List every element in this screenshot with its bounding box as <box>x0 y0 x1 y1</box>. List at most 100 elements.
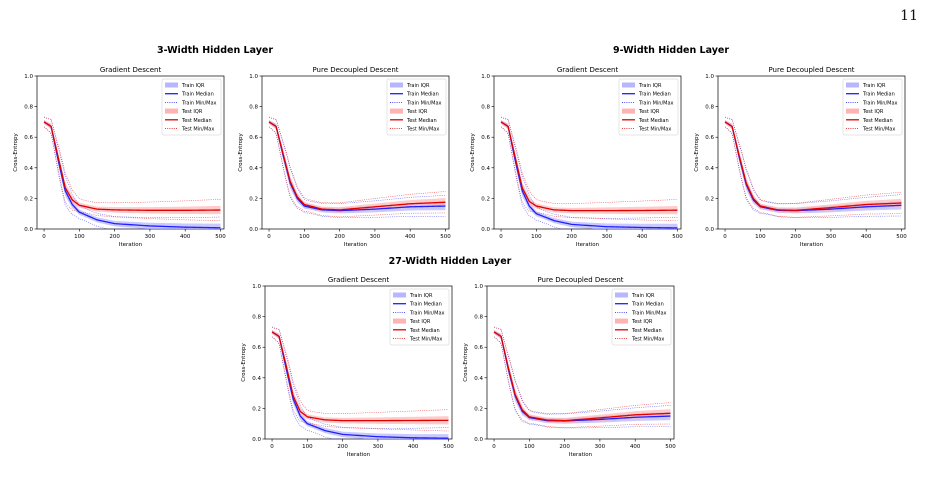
y-axis-label: Cross-Entropy <box>13 133 19 172</box>
legend-label: Train Median <box>638 92 671 98</box>
x-tick-label: 400 <box>637 234 648 240</box>
y-tick-label: 0.4 <box>24 166 33 172</box>
x-tick-label: 500 <box>215 234 226 240</box>
train-min-line <box>493 336 671 429</box>
x-tick-label: 200 <box>559 444 570 450</box>
y-axis-label: Cross-Entropy <box>470 133 476 172</box>
train-median-line <box>724 121 902 212</box>
x-tick-label: 200 <box>337 444 348 450</box>
legend-label: Test IQR <box>638 109 660 115</box>
x-tick-label: 200 <box>790 234 801 240</box>
y-tick-label: 0.0 <box>705 227 714 233</box>
chart-27w-pure-decoupled-descent: Pure Decoupled Descent 0 100 200 300 400 500 0.… <box>463 276 676 458</box>
legend-label: Test Median <box>409 328 440 334</box>
legend-label: Test IQR <box>181 109 203 115</box>
group-title-27-width: 27-Width Hidden Layer <box>388 256 512 267</box>
x-axis-label: Iteration <box>800 242 824 248</box>
legend-swatch <box>615 318 628 324</box>
test-min-line <box>493 336 671 428</box>
y-tick-label: 0.6 <box>474 345 483 351</box>
y-axis-label: Cross-Entropy <box>241 343 247 382</box>
x-axis-label: Iteration <box>347 452 371 458</box>
legend-label: Train IQR <box>631 293 655 299</box>
y-tick-label: 0.2 <box>252 406 261 412</box>
y-tick-label: 0.0 <box>24 227 33 233</box>
legend-label: Train Median <box>862 92 895 98</box>
legend-swatch <box>622 82 635 88</box>
legend-swatch <box>165 82 178 88</box>
page-number: 11 <box>900 8 918 24</box>
x-tick-label: 0 <box>267 234 271 240</box>
x-tick-label: 500 <box>672 234 683 240</box>
y-tick-label: 0.8 <box>474 315 483 321</box>
x-tick-label: 200 <box>109 234 120 240</box>
train-max-line <box>500 116 678 219</box>
chart-title: Pure Decoupled Descent <box>312 66 398 74</box>
legend-label: Train Median <box>409 302 442 308</box>
x-tick-label: 0 <box>492 444 496 450</box>
test-min-line <box>43 126 221 222</box>
legend-label: Test IQR <box>631 319 653 325</box>
chart-9w-gradient-descent: Gradient Descent 0 100 200 300 400 500 0.0 0.2 0.… <box>470 66 683 248</box>
group-title-9-width: 9-Width Hidden Layer <box>612 45 730 56</box>
y-tick-label: 0.8 <box>705 105 714 111</box>
legend-label: Train Min/Max <box>638 100 674 106</box>
y-tick-label: 0.2 <box>481 196 490 202</box>
legend-label: Test Median <box>638 118 669 124</box>
y-tick-label: 1.0 <box>252 284 261 290</box>
y-tick-label: 0.6 <box>24 135 33 141</box>
x-tick-label: 300 <box>373 444 384 450</box>
y-tick-label: 0.2 <box>705 196 714 202</box>
x-tick-label: 400 <box>180 234 191 240</box>
x-tick-label: 300 <box>595 444 606 450</box>
test-min-line <box>271 336 449 432</box>
legend-box <box>842 78 903 136</box>
x-tick-label: 500 <box>440 234 451 240</box>
x-axis-label: Iteration <box>576 242 600 248</box>
x-tick-label: 0 <box>270 444 274 450</box>
x-tick-label: 500 <box>896 234 907 240</box>
y-tick-label: 0.0 <box>252 437 261 443</box>
legend: Train IQR Train Median Train Min/Max Test I… <box>161 78 222 136</box>
x-tick-label: 200 <box>566 234 577 240</box>
x-tick-label: 500 <box>443 444 454 450</box>
x-tick-label: 100 <box>302 444 313 450</box>
y-tick-label: 0.6 <box>252 345 261 351</box>
test-min-line <box>500 126 678 222</box>
test-min-line <box>268 126 446 218</box>
legend-swatch <box>615 292 628 298</box>
test-median-line <box>493 331 671 422</box>
legend: Train IQR Train Median Train Min/Max Test I… <box>842 78 903 136</box>
y-tick-label: 0.8 <box>481 105 490 111</box>
legend-swatch <box>393 292 406 298</box>
y-tick-label: 1.0 <box>705 74 714 80</box>
chart-3w-pure-decoupled-descent: Pure Decoupled Descent 0 100 200 300 400 500 0.… <box>238 66 451 248</box>
y-tick-label: 0.0 <box>474 437 483 443</box>
y-tick-label: 1.0 <box>481 74 490 80</box>
legend-label: Train IQR <box>638 83 662 89</box>
chart-title: Gradient Descent <box>557 66 619 74</box>
legend-label: Train IQR <box>862 83 886 89</box>
legend-label: Test Median <box>181 118 212 124</box>
y-tick-label: 0.4 <box>481 166 490 172</box>
legend-swatch <box>846 82 859 88</box>
y-tick-label: 0.8 <box>252 315 261 321</box>
y-tick-label: 0.4 <box>249 166 258 172</box>
legend-box <box>618 78 679 136</box>
legend-swatch <box>393 318 406 324</box>
train-max-line <box>268 116 446 204</box>
train-median-line <box>43 121 221 229</box>
legend-swatch <box>165 108 178 114</box>
y-tick-label: 0.2 <box>24 196 33 202</box>
train-median-line <box>268 121 446 212</box>
test-max-line <box>43 116 221 204</box>
x-axis-label: Iteration <box>569 452 593 458</box>
legend-label: Train Min/Max <box>181 100 217 106</box>
x-tick-label: 0 <box>723 234 727 240</box>
y-tick-label: 0.0 <box>249 227 258 233</box>
legend-box <box>161 78 222 136</box>
legend-box <box>386 78 447 136</box>
legend-label: Train IQR <box>406 83 430 89</box>
x-tick-label: 500 <box>665 444 676 450</box>
train-min-line <box>271 336 449 439</box>
